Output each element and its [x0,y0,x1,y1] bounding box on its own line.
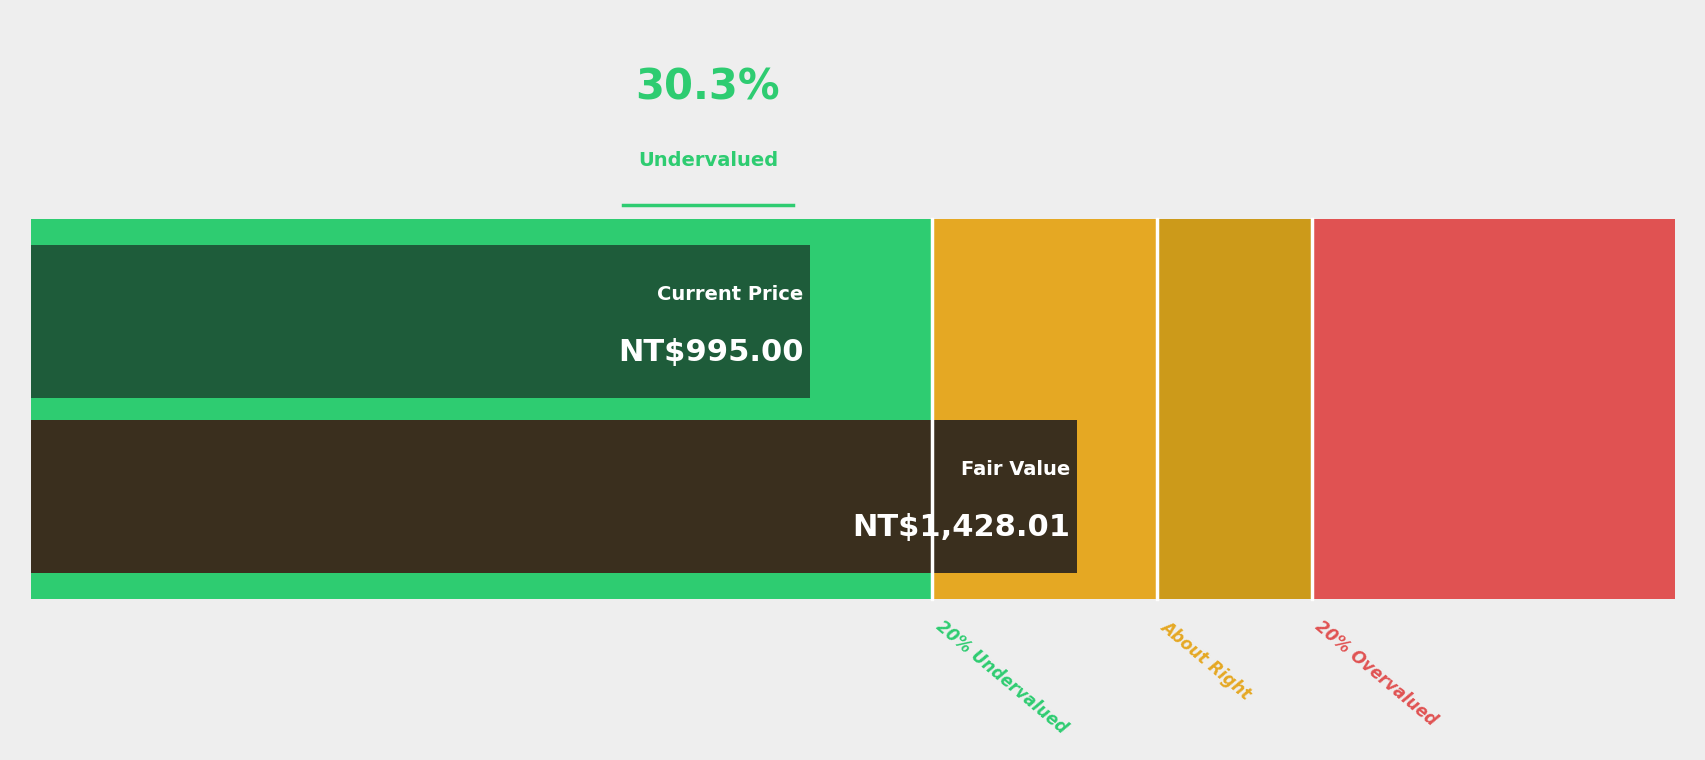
Bar [31,245,810,398]
Text: 30.3%: 30.3% [636,67,779,109]
Text: 20% Undervalued: 20% Undervalued [931,617,1069,737]
Text: Fair Value: Fair Value [960,460,1069,479]
Text: About Right: About Right [1156,617,1253,703]
Text: 20% Overvalued: 20% Overvalued [1311,617,1439,730]
Text: NT$995.00: NT$995.00 [617,338,803,367]
Text: Undervalued: Undervalued [638,151,777,170]
Bar [31,219,931,599]
Text: NT$1,428.01: NT$1,428.01 [851,513,1069,542]
Text: Current Price: Current Price [656,285,803,304]
Bar [1156,219,1311,599]
Bar [1311,219,1674,599]
Bar [31,420,1076,573]
Bar [931,219,1156,599]
